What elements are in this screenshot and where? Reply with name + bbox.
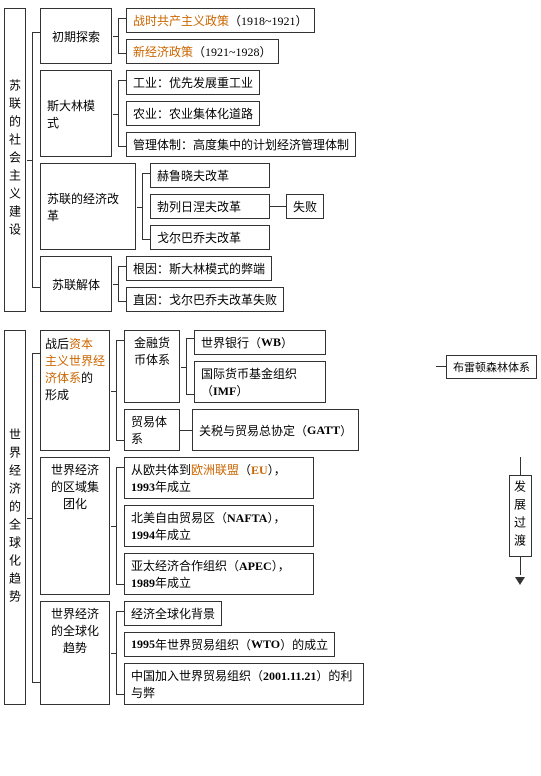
node-b2: 斯大林模式 bbox=[40, 70, 112, 157]
branch-postwar: 战后资本主义世界经济体系的形成 金融货币体系 世界银行（WB） 国际货币基金组织… bbox=[40, 330, 537, 451]
side-transition: 发展过渡 bbox=[509, 475, 532, 557]
node-b1: 初期探索 bbox=[40, 8, 112, 64]
leaf: 赫鲁晓夫改革 bbox=[150, 163, 270, 188]
branch-stalin: 斯大林模式 工业：优先发展重工业 农业：农业集体化道路 管理体制：高度集中的计划… bbox=[40, 70, 537, 157]
leaf: 管理体制：高度集中的计划经济管理体制 bbox=[126, 132, 356, 157]
tree-soviet: 苏联的社会主义建设 初期探索 战时共产主义政策（1918~1921） 新经济政策… bbox=[4, 8, 537, 312]
arrow-down-icon bbox=[515, 577, 525, 585]
bretton-woods: 布雷顿森林体系 bbox=[446, 355, 537, 379]
sub-finance: 金融货币体系 世界银行（WB） 国际货币基金组织（IMF） 布雷顿森林体系 bbox=[124, 330, 537, 403]
leaf: 根因：斯大林模式的弊端 bbox=[126, 256, 272, 281]
node-b3: 苏联的经济改革 bbox=[40, 163, 136, 250]
node-b4: 苏联解体 bbox=[40, 256, 112, 312]
leaf: 战时共产主义政策（1918~1921） bbox=[126, 8, 315, 33]
root-label-1: 苏联的社会主义建设 bbox=[4, 8, 26, 312]
tree-globalization: 世界经济的全球化趋势 战后资本主义世界经济体系的形成 金融货币体系 世界银行（W… bbox=[4, 330, 537, 705]
leaf: 世界银行（WB） bbox=[194, 330, 326, 355]
brace bbox=[26, 330, 40, 705]
node-b2: 世界经济的区域集团化 bbox=[40, 457, 110, 595]
leaf: 关税与贸易总协定（GATT） bbox=[192, 409, 359, 451]
root-label-2: 世界经济的全球化趋势 bbox=[4, 330, 26, 705]
leaf: 经济全球化背景 bbox=[124, 601, 222, 626]
node-b3: 世界经济的全球化趋势 bbox=[40, 601, 110, 705]
leaf: 农业：农业集体化道路 bbox=[126, 101, 260, 126]
leaf: 亚太经济合作组织（APEC），1989年成立 bbox=[124, 553, 314, 595]
leaf: 戈尔巴乔夫改革 bbox=[150, 225, 270, 250]
branch-regional-wrap: 世界经济的区域集团化 从欧共体到欧洲联盟（EU），1993年成立 北美自由贸易区… bbox=[40, 457, 537, 595]
leaf: 直因：戈尔巴乔夫改革失败 bbox=[126, 287, 284, 312]
leaf: 北美自由贸易区（NAFTA），1994年成立 bbox=[124, 505, 314, 547]
node-trade: 贸易体系 bbox=[124, 409, 180, 451]
branch-collapse: 苏联解体 根因：斯大林模式的弊端 直因：戈尔巴乔夫改革失败 bbox=[40, 256, 537, 312]
branch-global-trend: 世界经济的全球化趋势 经济全球化背景 1995年世界贸易组织（WTO）的成立 中… bbox=[40, 601, 537, 705]
branch-reform: 苏联的经济改革 赫鲁晓夫改革 勃列日涅夫改革 失败 戈尔巴乔夫改革 bbox=[40, 163, 537, 250]
result-fail: 失败 bbox=[286, 194, 324, 219]
branch-early: 初期探索 战时共产主义政策（1918~1921） 新经济政策（1921~1928… bbox=[40, 8, 537, 64]
node-finance: 金融货币体系 bbox=[124, 330, 180, 403]
leaf: 新经济政策（1921~1928） bbox=[126, 39, 279, 64]
leaf: 工业：优先发展重工业 bbox=[126, 70, 260, 95]
leaf: 勃列日涅夫改革 bbox=[150, 194, 270, 219]
node-b1: 战后资本主义世界经济体系的形成 bbox=[40, 330, 110, 451]
leaf: 1995年世界贸易组织（WTO）的成立 bbox=[124, 632, 335, 657]
brace bbox=[26, 8, 40, 312]
leaf: 国际货币基金组织（IMF） bbox=[194, 361, 326, 403]
transition-arrow: 发展过渡 bbox=[503, 457, 537, 595]
sub-trade: 贸易体系 关税与贸易总协定（GATT） bbox=[124, 409, 537, 451]
leaf: 从欧共体到欧洲联盟（EU），1993年成立 bbox=[124, 457, 314, 499]
leaf: 中国加入世界贸易组织（2001.11.21）的利与弊 bbox=[124, 663, 364, 705]
